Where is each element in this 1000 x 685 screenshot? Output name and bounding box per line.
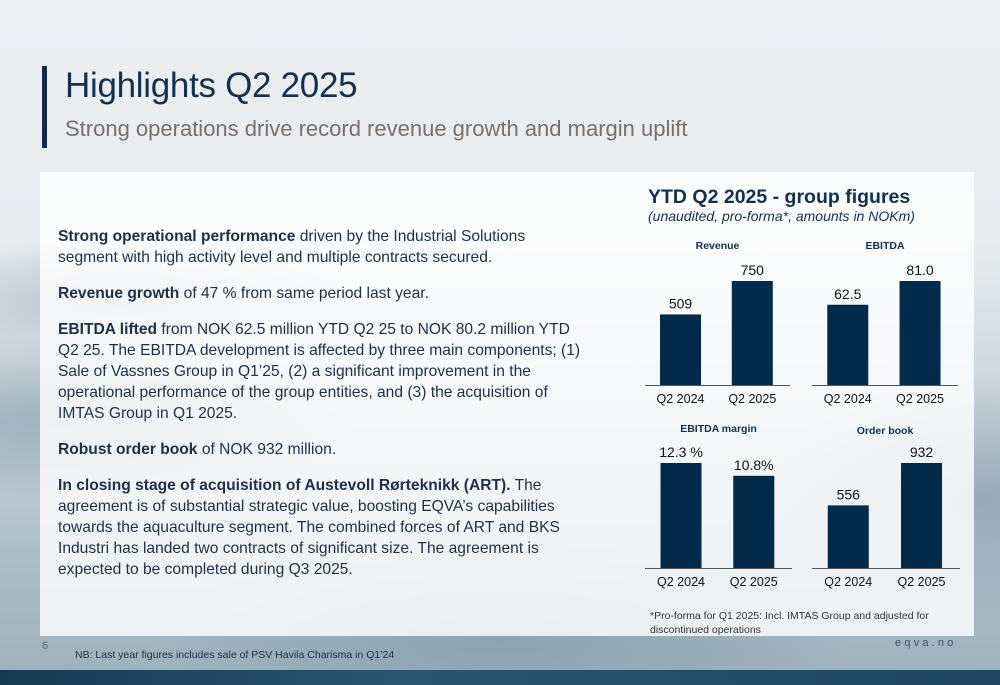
figures-subtitle: (unaudited, pro-forma*, amounts in NOKm) [648, 208, 915, 224]
data-label-order-book: 932 [910, 444, 934, 460]
tick-label-order-book: Q2 2025 [898, 575, 946, 589]
data-label-ebitda: 62.5 [834, 286, 861, 302]
page-subtitle: Strong operations drive record revenue g… [65, 116, 688, 141]
bar-revenue-q2-2025 [731, 281, 773, 385]
bar-order-book-q2-2024 [827, 505, 869, 568]
bar-ebitda-q2-2025 [899, 281, 941, 385]
highlight-text: The agreement is of substantial strategi… [58, 477, 560, 578]
data-label-revenue: 509 [669, 295, 693, 311]
content-panel [40, 172, 974, 636]
bar-ebitda-margin-q2-2024 [660, 463, 702, 568]
chart-title-ebitda-margin: EBITDA margin [680, 423, 757, 435]
highlight-text: of 47 % from same period last year. [179, 285, 429, 302]
bar-ebitda-q2-2024 [827, 304, 869, 385]
footer-note: NB: Last year figures includes sale of P… [75, 649, 395, 661]
bottom-strip [0, 670, 1000, 685]
chart-title-ebitda: EBITDA [865, 240, 905, 252]
chart-title-order-book: Order book [856, 425, 914, 437]
data-label-ebitda-margin: 10.8% [734, 457, 774, 473]
page-number: 6 [42, 640, 49, 652]
tick-label-revenue: Q2 2025 [728, 392, 776, 406]
website-link[interactable]: eqva.no [895, 637, 957, 649]
highlight-bold: EBITDA lifted [58, 321, 158, 338]
highlight-item: Revenue growth of 47 % from same period … [58, 283, 588, 304]
highlight-text: driven by the Industrial Solutions segme… [58, 228, 526, 266]
highlight-item: Robust order book of NOK 932 million. [58, 439, 588, 460]
data-label-ebitda: 81.0 [906, 262, 933, 278]
tick-label-order-book: Q2 2024 [824, 575, 872, 589]
highlight-item: In closing stage of acquisition of Auste… [58, 475, 588, 580]
figures-title: YTD Q2 2025 - group figures [648, 186, 911, 208]
title-accent-bar [42, 66, 47, 148]
bar-revenue-q2-2024 [660, 314, 702, 385]
bar-order-book-q2-2025 [901, 463, 943, 568]
tick-label-revenue: Q2 2024 [657, 392, 705, 406]
highlight-text: of NOK 932 million. [197, 441, 337, 458]
highlight-bold: Strong operational performance [58, 228, 296, 245]
data-label-ebitda-margin: 12.3 % [659, 444, 703, 460]
highlight-bold: Revenue growth [58, 285, 180, 302]
highlight-text: from NOK 62.5 million YTD Q2 25 to NOK 8… [58, 321, 581, 422]
chart-title-revenue: Revenue [695, 240, 740, 252]
tick-label-ebitda-margin: Q2 2025 [730, 575, 778, 589]
highlight-item: Strong operational performance driven by… [58, 226, 588, 268]
highlight-item: EBITDA lifted from NOK 62.5 million YTD … [58, 319, 588, 424]
tick-label-ebitda: Q2 2024 [824, 392, 872, 406]
page-title: Highlights Q2 2025 [65, 66, 358, 105]
highlights-list: Strong operational performance driven by… [58, 226, 588, 595]
tick-label-ebitda: Q2 2025 [896, 392, 944, 406]
highlight-bold: In closing stage of acquisition of Auste… [58, 477, 511, 494]
bar-ebitda-margin-q2-2025 [733, 475, 775, 568]
highlight-bold: Robust order book [58, 441, 198, 458]
data-label-order-book: 556 [837, 486, 861, 502]
pro-forma-footnote: *Pro-forma for Q1 2025: Incl. IMTAS Grou… [650, 610, 929, 636]
data-label-revenue: 750 [741, 262, 765, 278]
tick-label-ebitda-margin: Q2 2024 [657, 575, 705, 589]
